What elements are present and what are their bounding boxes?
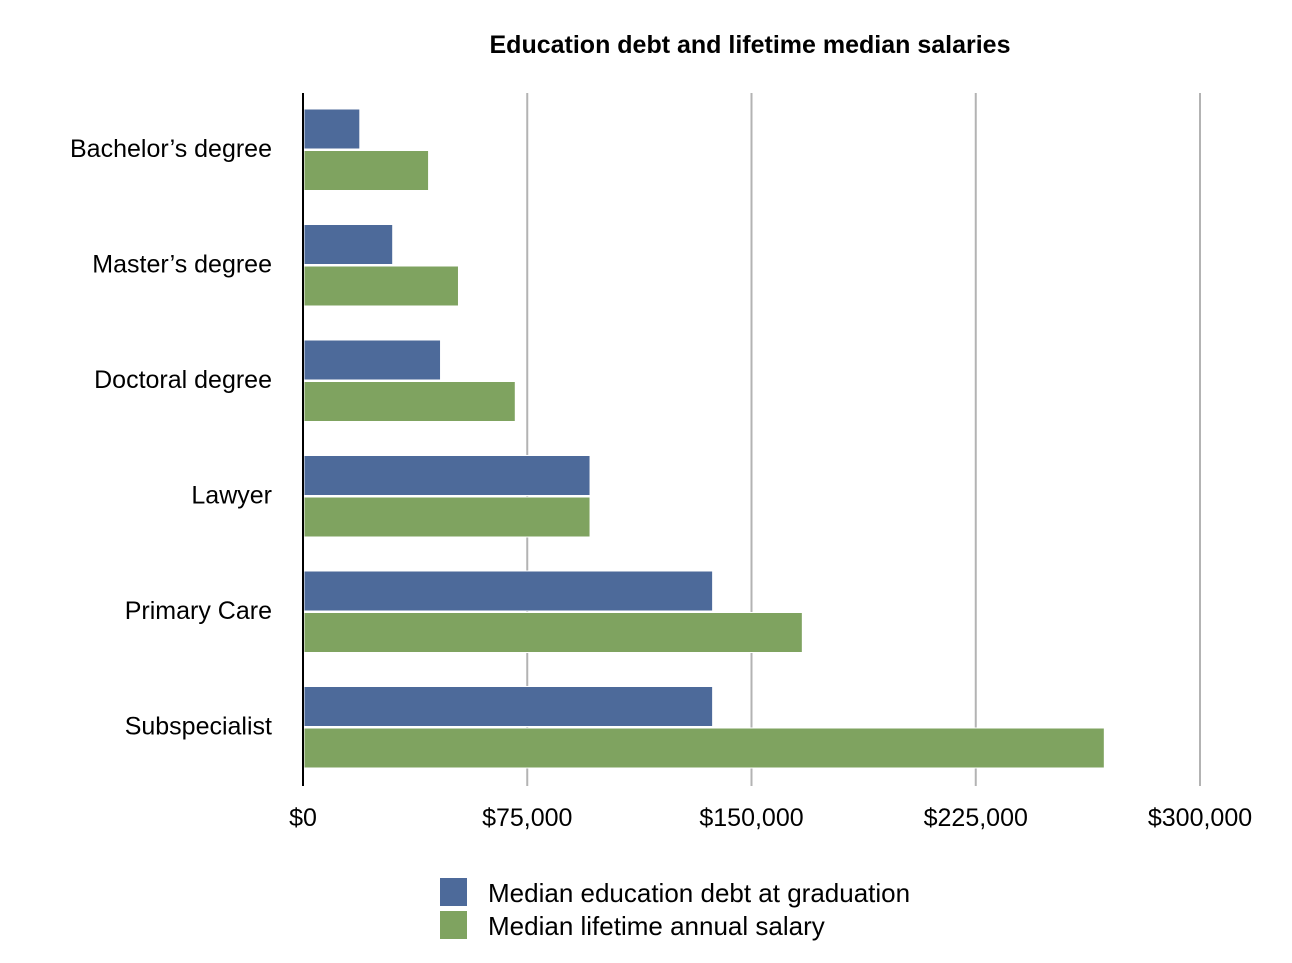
bar-salary xyxy=(303,612,803,653)
category-label: Primary Care xyxy=(125,597,272,625)
category-label: Bachelor’s degree xyxy=(70,135,272,163)
grid-lines xyxy=(526,93,1201,786)
bars xyxy=(303,108,1105,769)
x-tick-labels: $0 $75,000 $150,000 $225,000 $300,000 xyxy=(289,804,1252,832)
x-tick-label: $0 xyxy=(289,804,317,832)
category-labels: Bachelor’s degree Master’s degree Doctoral… xyxy=(70,135,272,741)
bar-debt xyxy=(303,224,394,265)
bar-salary xyxy=(303,496,591,538)
bar-debt xyxy=(303,339,442,381)
bar-salary xyxy=(303,265,459,307)
bar-salary xyxy=(303,381,516,422)
legend-label: Median education debt at graduation xyxy=(488,878,910,908)
category-label: Lawyer xyxy=(191,482,272,510)
chart-title: Education debt and lifetime median salar… xyxy=(490,31,1011,59)
legend: Median education debt at graduationMedia… xyxy=(440,878,910,941)
legend-swatch xyxy=(440,911,467,939)
bar-debt xyxy=(303,108,361,150)
bar-salary xyxy=(303,150,430,191)
category-label: Subspecialist xyxy=(125,713,272,741)
x-tick-label: $75,000 xyxy=(482,804,572,832)
x-tick-label: $300,000 xyxy=(1148,804,1252,832)
legend-label: Median lifetime annual salary xyxy=(488,911,825,941)
category-label: Master’s degree xyxy=(92,251,272,279)
bar-debt xyxy=(303,455,591,496)
legend-swatch xyxy=(440,878,467,906)
category-label: Doctoral degree xyxy=(94,366,272,394)
bar-salary xyxy=(303,727,1105,769)
x-tick-label: $150,000 xyxy=(699,804,803,832)
bar-debt xyxy=(303,686,714,727)
x-tick-label: $225,000 xyxy=(924,804,1028,832)
bar-debt xyxy=(303,570,714,612)
